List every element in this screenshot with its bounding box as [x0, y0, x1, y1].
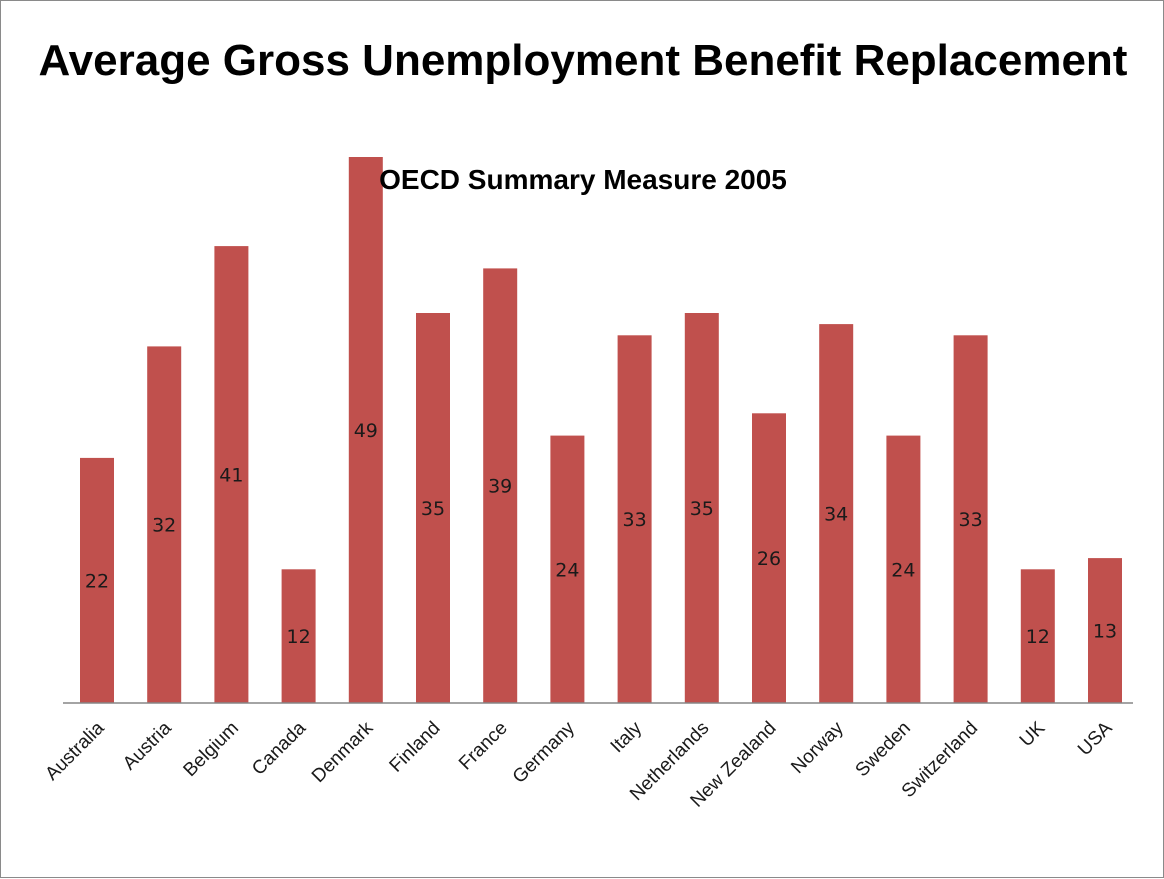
- data-label-france: 39: [488, 476, 512, 498]
- chart-title: Average Gross Unemployment Benefit Repla…: [38, 36, 1128, 85]
- data-label-belgium: 41: [219, 465, 243, 487]
- bar-norway: [819, 324, 854, 703]
- bars-group: 22 32 41 12 49 35 39 24 33 35 26 34 24 33 12 13: [80, 157, 1122, 703]
- bar-austria: [147, 346, 182, 703]
- data-label-usa: 13: [1093, 621, 1117, 643]
- chart-subtitle: OECD Summary Measure 2005: [379, 164, 787, 195]
- data-label-new-zealand: 26: [757, 548, 781, 570]
- bar-france: [483, 268, 518, 703]
- bar-sweden: [886, 435, 921, 703]
- bar-belgium: [214, 246, 249, 703]
- category-label-denmark: Denmark: [308, 717, 378, 787]
- data-label-finland: 35: [421, 498, 445, 520]
- data-label-italy: 33: [623, 509, 647, 531]
- category-label-australia: Australia: [41, 717, 108, 784]
- category-label-france: France: [455, 718, 512, 775]
- data-label-germany: 24: [555, 559, 579, 581]
- bar-switzerland: [953, 335, 988, 703]
- data-label-denmark: 49: [354, 420, 378, 442]
- data-label-canada: 12: [287, 626, 311, 648]
- category-label-sweden: Sweden: [852, 718, 915, 781]
- bar-australia: [80, 457, 114, 703]
- bar-uk: [1020, 569, 1055, 703]
- bar-italy: [617, 335, 652, 703]
- data-label-switzerland: 33: [959, 509, 983, 531]
- bar-denmark: [348, 157, 383, 703]
- bar-germany: [550, 435, 585, 703]
- category-label-uk: UK: [1016, 717, 1050, 751]
- data-label-netherlands: 35: [690, 498, 714, 520]
- data-label-sweden: 24: [891, 559, 915, 581]
- data-label-austria: 32: [152, 515, 176, 537]
- category-label-canada: Canada: [248, 717, 310, 779]
- bar-finland: [416, 313, 450, 703]
- category-label-usa: USA: [1074, 717, 1117, 760]
- data-label-norway: 34: [824, 504, 848, 526]
- data-label-uk: 12: [1026, 626, 1050, 648]
- bar-usa: [1088, 558, 1122, 703]
- category-label-germany: Germany: [509, 717, 579, 787]
- category-label-italy: Italy: [607, 717, 647, 757]
- category-label-austria: Austria: [119, 717, 176, 774]
- category-label-belgium: Belgium: [180, 718, 243, 781]
- bar-netherlands: [684, 313, 719, 703]
- bar-new-zealand: [752, 413, 786, 703]
- data-label-australia: 22: [85, 570, 109, 592]
- category-label-finland: Finland: [386, 718, 445, 777]
- category-label-norway: Norway: [787, 717, 848, 778]
- bar-canada: [281, 569, 316, 703]
